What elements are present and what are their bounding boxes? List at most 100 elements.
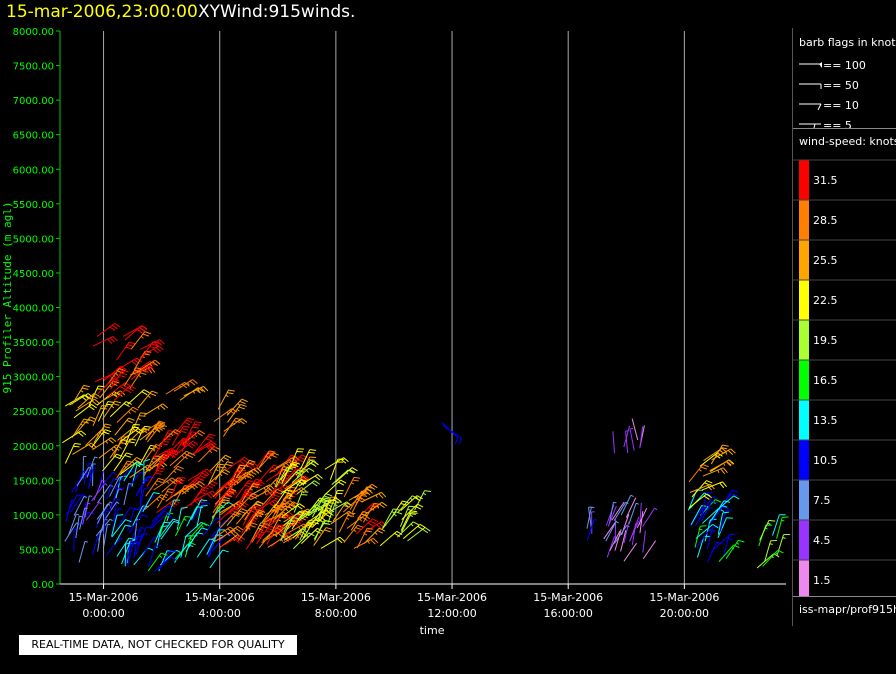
barb-half-flag — [410, 523, 414, 527]
barb-flag — [227, 528, 233, 533]
barb-flag — [258, 480, 265, 485]
barb-shaft — [113, 452, 127, 472]
barb-flag — [294, 519, 301, 524]
wind-barb — [220, 511, 242, 528]
barb-flag — [160, 405, 166, 410]
barb-shaft — [187, 473, 203, 491]
barb-shaft — [106, 537, 121, 556]
barb-shaft — [207, 469, 225, 485]
barb-half-flag — [285, 508, 289, 512]
barb-shaft — [717, 512, 724, 535]
barb-flag — [283, 514, 290, 520]
barb-half-flag — [288, 505, 292, 509]
barb-shaft — [299, 449, 311, 470]
y-tick-label: 6000.00 — [13, 165, 54, 176]
barb-flag — [238, 419, 245, 425]
barb-flag — [254, 503, 262, 507]
barb-shaft — [311, 493, 327, 512]
barb-shaft — [64, 443, 76, 464]
barb-flag — [712, 523, 719, 529]
barb-half-flag — [119, 537, 123, 541]
barb-shaft — [184, 535, 192, 558]
barb-flag — [163, 510, 170, 514]
barb-flag — [301, 487, 307, 492]
barb-flag — [290, 463, 298, 466]
wind-barb — [623, 521, 630, 544]
barb-shaft — [324, 479, 341, 496]
barb-shaft — [223, 418, 242, 432]
barb-flag — [323, 520, 331, 522]
barb-half-flag — [307, 522, 311, 525]
barb-shaft — [109, 401, 127, 418]
barb-shaft — [237, 522, 252, 541]
barb-shaft — [699, 452, 718, 467]
barb-flag — [153, 492, 160, 495]
barb-half-flag — [391, 511, 395, 514]
wind-barb — [227, 404, 247, 423]
barb-shaft — [139, 339, 161, 350]
barb-flag — [161, 443, 168, 446]
barb-shaft — [275, 455, 295, 469]
barb-half-flag — [147, 395, 151, 398]
wind-barb — [125, 542, 134, 565]
barb-shaft — [703, 447, 723, 462]
barb-flag — [228, 490, 235, 494]
barb-shaft — [702, 467, 724, 477]
barb-flag — [150, 444, 157, 448]
wind-barb — [143, 458, 151, 484]
barb-flag — [289, 466, 296, 469]
barb-flag — [189, 485, 196, 490]
barb-half-flag — [94, 456, 98, 459]
barb-shaft — [173, 379, 193, 392]
barb-flag — [731, 489, 739, 493]
barb-flag — [110, 337, 116, 343]
wind-barb — [623, 542, 637, 562]
barb-flag — [112, 373, 118, 380]
barb-half-flag — [306, 469, 309, 473]
barb-flag — [718, 508, 725, 513]
barb-flag — [281, 502, 289, 505]
barb-flag — [253, 505, 261, 508]
barb-shaft — [718, 544, 734, 562]
barb-shaft — [114, 525, 126, 545]
barb-shaft — [776, 534, 785, 556]
barb-flag — [160, 494, 167, 499]
barb-flag — [244, 456, 250, 462]
barb-shaft — [171, 439, 184, 459]
barb-flag — [130, 506, 137, 510]
wind-barb — [296, 480, 320, 495]
x-tick-time-label: 0:00:00 — [82, 607, 124, 620]
barb-flag — [109, 326, 116, 331]
barb-shaft — [701, 481, 723, 491]
barb-half-flag — [82, 493, 86, 497]
wind-barb — [226, 456, 250, 471]
barb-flag — [711, 496, 719, 499]
barb-flag — [321, 500, 328, 503]
barb-half-flag — [128, 483, 132, 485]
wind-barb — [175, 440, 199, 456]
barb-shaft — [211, 526, 231, 540]
barb-flag — [323, 495, 331, 499]
barb-shaft — [196, 538, 210, 558]
barb-flag — [209, 538, 216, 542]
barb-flag — [159, 339, 165, 345]
x-tick-date-label: 15-Mar-2006 — [185, 591, 255, 604]
wind-barb — [283, 528, 308, 541]
barb-shaft — [620, 495, 632, 516]
barb-flag — [393, 508, 400, 511]
barb-flag — [103, 426, 110, 429]
barb-flag — [152, 361, 158, 367]
barb-shaft — [361, 491, 382, 503]
barb-shaft — [267, 535, 287, 548]
barb-half-flag — [277, 519, 281, 522]
barb-flag — [206, 493, 213, 499]
barb-half-flag — [88, 462, 92, 465]
barb-flag — [156, 480, 163, 484]
barb-flag — [120, 385, 126, 391]
wind-barb — [710, 444, 729, 465]
barb-flag — [187, 444, 194, 449]
barb-flag — [154, 359, 161, 365]
barb-half-flag — [104, 483, 108, 486]
barb-shaft — [149, 510, 165, 529]
barb-flag — [367, 522, 374, 527]
